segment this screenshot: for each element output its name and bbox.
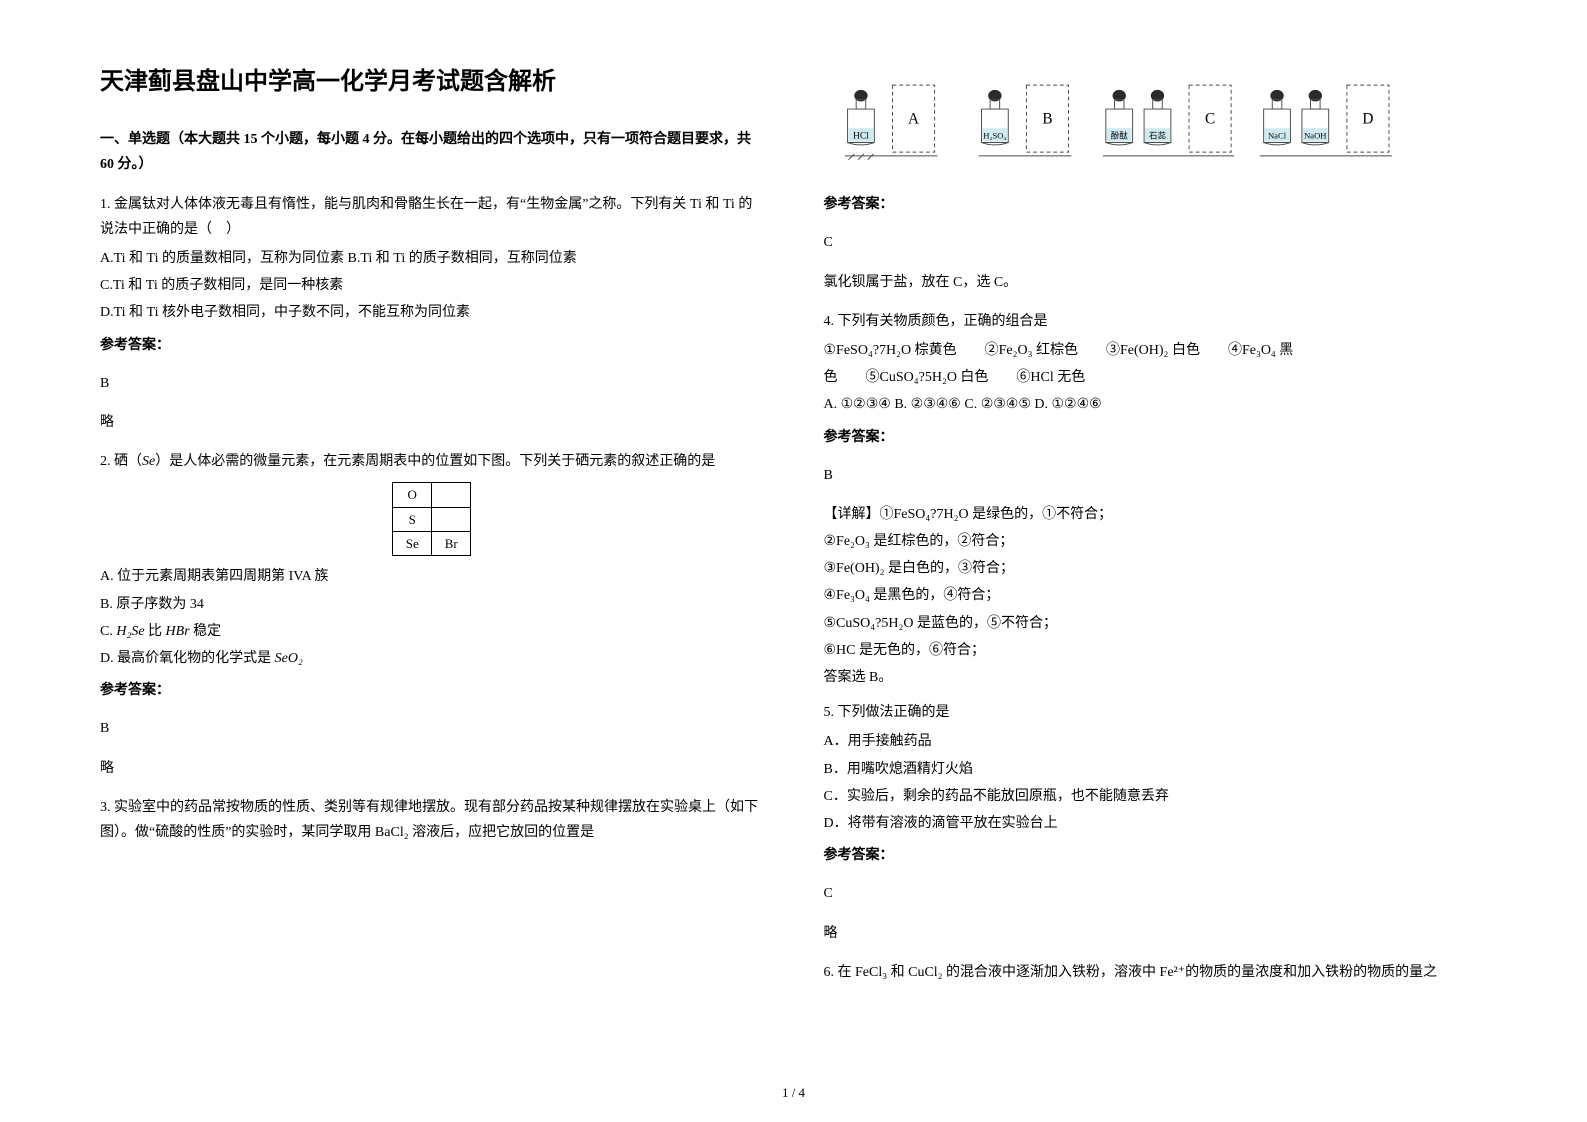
q2-optD: D. 最高价氧化物的化学式是 SeO₂ — [100, 646, 764, 671]
q2-optC: C. H₂Se 比 HBr 稳定 — [100, 619, 764, 644]
q2-optC-a: C. — [100, 624, 116, 639]
q4-line2: 色 ⑤CuSO₄?5H₂O 白色 ⑥HCl 无色 — [824, 365, 1488, 390]
fig-label-B: B — [1042, 110, 1052, 127]
q4-expl6: ⑥HC 是无色的，⑥符合； — [824, 638, 1488, 663]
fig-bottle-h2so4: H₂SO₄ — [983, 131, 1006, 141]
q2-optC-h2se: H₂Se — [116, 624, 144, 639]
q2-optA: A. 位于元素周期表第四周期第 IVA 族 — [100, 564, 764, 589]
q4-expl4: ④Fe₃O₄ 是黑色的，④符合； — [824, 583, 1488, 608]
fig-bottle-nacl: NaCl — [1267, 131, 1286, 141]
q4-ans-label: 参考答案： — [824, 424, 1488, 449]
fig-label-C: C — [1204, 110, 1214, 127]
q2-optC-b: 稳定 — [190, 624, 222, 639]
q1-optD: D.Ti 和 Ti 核外电子数相同，中子数不同，不能互称为同位素 — [100, 300, 764, 325]
bottle-arrangement-figure: A HCl B H₂SO₄ C 酚酞 石蕊 — [824, 66, 1488, 185]
q3-stem: 3. 实验室中的药品常按物质的性质、类别等有规律地摆放。现有部分药品按某种规律摆… — [100, 795, 764, 845]
q2-optD-seo2: SeO₂ — [275, 651, 303, 666]
q1-ans: B — [100, 371, 764, 396]
q5-ellipsis: 略 — [824, 921, 1488, 946]
q5-ans: C — [824, 881, 1488, 906]
q3-ans-label: 参考答案： — [824, 191, 1488, 216]
q1-ans-label: 参考答案： — [100, 332, 764, 357]
q1-optC: C.Ti 和 Ti 的质子数相同，是同一种核素 — [100, 273, 764, 298]
fig-bottle-phen: 酚酞 — [1110, 130, 1128, 141]
fig-label-D: D — [1362, 110, 1373, 127]
q2-optC-mid: 比 — [145, 624, 166, 639]
q2-ellipsis: 略 — [100, 756, 764, 781]
q5-optC: C．实验后，剩余的药品不能放回原瓶，也不能随意丢弃 — [824, 784, 1488, 809]
q2-optC-hbr: HBr — [166, 624, 190, 639]
page-title: 天津蓟县盘山中学高一化学月考试题含解析 — [100, 60, 764, 103]
q5-ans-label: 参考答案： — [824, 842, 1488, 867]
q4-expl5: ⑤CuSO₄?5H₂O 是蓝色的，⑤不符合； — [824, 611, 1488, 636]
section1-heading: 一、单选题（本大题共 15 个小题，每小题 4 分。在每小题给出的四个选项中，只… — [100, 127, 764, 177]
pt-r1c1: O — [393, 483, 432, 507]
periodic-fragment-table: O S Se Br — [392, 482, 471, 556]
q2-optB: B. 原子序数为 34 — [100, 592, 764, 617]
q1-ellipsis: 略 — [100, 410, 764, 435]
q5-optD: D．将带有溶液的滴管平放在实验台上 — [824, 811, 1488, 836]
q3-expl: 氯化钡属于盐，放在 C，选 C。 — [824, 270, 1488, 295]
q4-expl3: ③Fe(OH)₂ 是白色的，③符合； — [824, 556, 1488, 581]
q4-line1: ①FeSO₄?7H₂O 棕黄色 ②Fe₂O₃ 红棕色 ③Fe(OH)₂ 白色 ④… — [824, 338, 1488, 363]
fig-bottle-litmus: 石蕊 — [1148, 130, 1166, 141]
q5-optA: A．用手接触药品 — [824, 729, 1488, 754]
q2-stem-a: 2. 硒（ — [100, 454, 142, 469]
pt-r3c1: Se — [393, 532, 432, 556]
q1-stem: 1. 金属钛对人体体液无毒且有惰性，能与肌肉和骨骼生长在一起，有“生物金属”之称… — [100, 192, 764, 242]
q2-stem: 2. 硒（Se）是人体必需的微量元素，在元素周期表中的位置如下图。下列关于硒元素… — [100, 449, 764, 474]
q4-opts: A. ①②③④ B. ②③④⑥ C. ②③④⑤ D. ①②④⑥ — [824, 392, 1488, 417]
q3-ans: C — [824, 230, 1488, 255]
pt-r1c2 — [432, 483, 471, 507]
q2-stem-b: ）是人体必需的微量元素，在元素周期表中的位置如下图。下列关于硒元素的叙述正确的是 — [155, 454, 715, 469]
q2-ans: B — [100, 716, 764, 741]
bottle-figure-svg: A HCl B H₂SO₄ C 酚酞 石蕊 — [824, 66, 1424, 176]
q5-stem: 5. 下列做法正确的是 — [824, 700, 1488, 725]
q4-ans: B — [824, 463, 1488, 488]
q5-optB: B．用嘴吹熄酒精灯火焰 — [824, 757, 1488, 782]
q4-expl1: 【详解】①FeSO₄?7H₂O 是绿色的，①不符合； — [824, 502, 1488, 527]
pt-r2c1: S — [393, 507, 432, 531]
q4-expl2: ②Fe₂O₃ 是红棕色的，②符合； — [824, 529, 1488, 554]
q1-optA: A.Ti 和 Ti 的质量数相同，互称为同位素 B.Ti 和 Ti 的质子数相同… — [100, 246, 764, 271]
q2-se-symbol: Se — [142, 454, 155, 469]
fig-bottle-hcl: HCl — [852, 131, 868, 142]
page-number: 1 / 4 — [0, 1081, 1587, 1104]
q2-ans-label: 参考答案： — [100, 677, 764, 702]
q4-expl7: 答案选 B。 — [824, 665, 1488, 690]
fig-label-A: A — [908, 110, 919, 127]
pt-r2c2 — [432, 507, 471, 531]
right-column: A HCl B H₂SO₄ C 酚酞 石蕊 — [824, 60, 1488, 989]
left-column: 天津蓟县盘山中学高一化学月考试题含解析 一、单选题（本大题共 15 个小题，每小… — [100, 60, 764, 989]
q6-stem: 6. 在 FeCl₃ 和 CuCl₂ 的混合液中逐渐加入铁粉，溶液中 Fe²⁺的… — [824, 960, 1488, 985]
fig-bottle-naoh: NaOH — [1304, 131, 1326, 141]
q2-optD-a: D. 最高价氧化物的化学式是 — [100, 651, 275, 666]
q4-stem: 4. 下列有关物质颜色，正确的组合是 — [824, 309, 1488, 334]
pt-r3c2: Br — [432, 532, 471, 556]
